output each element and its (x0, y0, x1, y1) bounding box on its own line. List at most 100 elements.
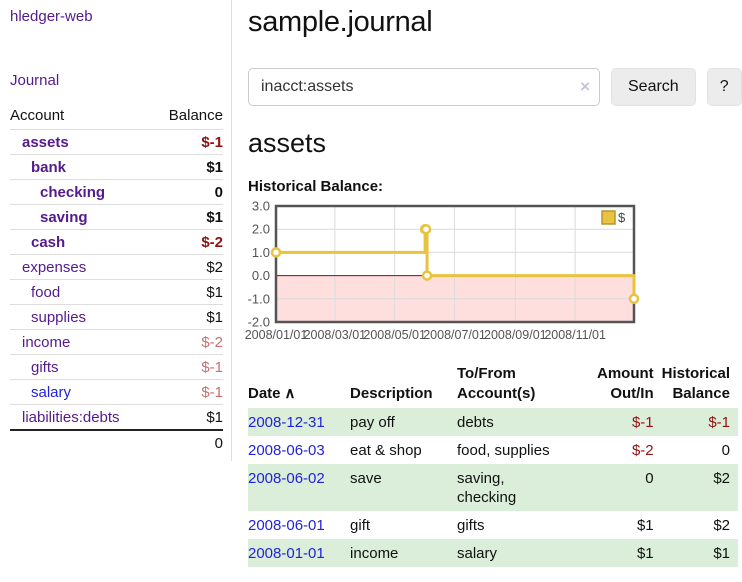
x-axis-tick-label: 2008/01/01 (245, 328, 308, 342)
x-axis-tick-label: 2008/09/01 (484, 328, 547, 342)
transaction-balance-cell: $1 (713, 545, 730, 562)
x-axis-tick-label: 2008/11/01 (544, 328, 606, 342)
sidebar-item-journal[interactable]: Journal (10, 72, 60, 89)
page-title: sample.journal (248, 6, 433, 38)
transaction-accounts-cell: gifts (457, 517, 485, 534)
account-heading: assets (248, 128, 327, 158)
app-home-link[interactable]: hledger-web (10, 8, 93, 25)
account-link-supplies[interactable]: supplies (31, 308, 87, 326)
transaction-date-link[interactable]: 2008-12-31 (248, 414, 325, 431)
y-axis-tick-label: 3.0 (252, 199, 270, 214)
account-balance: $1 (152, 154, 223, 180)
main-content: sample.journal × Search ? assets Histori… (245, 0, 742, 567)
transaction-date-cell: 2008-06-03 (248, 436, 350, 464)
data-point-marker[interactable] (421, 270, 433, 281)
app-title: hledger-web (10, 8, 231, 25)
transaction-amount-cell: $1 (636, 545, 654, 562)
transaction-accounts-cell: salary (457, 545, 498, 562)
account-balance: $1 (152, 204, 223, 230)
accounts-total-row: 0 (10, 429, 223, 455)
register-table: Date ∧ Description To/From Account(s) Amo… (248, 362, 738, 567)
register-row[interactable]: 2008-12-31 pay off debts $-1 $-1 (248, 408, 738, 436)
transaction-date-link[interactable]: 2008-06-03 (248, 442, 325, 459)
transaction-date-cell: 2008-01-01 (248, 539, 350, 567)
account-balance: $-1 (152, 129, 223, 155)
search-box: × (248, 68, 600, 106)
register-row[interactable]: 2008-06-03 eat & shop food, supplies $-2 0 (248, 436, 738, 464)
data-point-marker[interactable] (420, 223, 432, 235)
transaction-description-cell: gift (350, 517, 371, 534)
account-row: food $1 (10, 279, 223, 305)
account-row: salary $-1 (10, 379, 223, 405)
data-point-marker[interactable] (628, 293, 640, 305)
register-row[interactable]: 2008-06-01 gift gifts $1 $2 (248, 511, 738, 539)
search-bar: × Search ? (248, 68, 742, 106)
account-link-expenses[interactable]: expenses (22, 258, 87, 276)
account-row: gifts $-1 (10, 354, 223, 380)
register-row[interactable]: 2008-01-01 income salary $1 $1 (248, 539, 738, 567)
account-name-cell: cash (10, 229, 153, 255)
transaction-amount-cell: $-2 (631, 442, 654, 459)
transaction-amount-cell: $1 (636, 517, 654, 534)
transaction-date-cell: 2008-12-31 (248, 408, 350, 436)
transaction-date-cell: 2008-06-02 (248, 464, 350, 511)
account-balance: $1 (152, 404, 223, 430)
column-header-date[interactable]: Date ∧ (248, 385, 296, 402)
transaction-accounts-cell: debts (457, 414, 494, 431)
register-row[interactable]: 2008-06-02 save saving, checking 0 $2 (248, 464, 738, 511)
account-link-cash[interactable]: cash (31, 233, 66, 251)
legend-swatch (601, 210, 616, 225)
transaction-amount-cell: 0 (645, 470, 654, 487)
account-row: cash $-2 (10, 229, 223, 255)
account-name-cell: bank (10, 154, 153, 180)
account-link-saving[interactable]: saving (40, 208, 88, 226)
account-link-food[interactable]: food (31, 283, 61, 301)
account-balance: $-1 (152, 354, 223, 380)
account-row: supplies $1 (10, 304, 223, 330)
transaction-description-cell: pay off (350, 414, 395, 431)
help-button[interactable]: ? (706, 68, 742, 106)
search-input[interactable] (248, 68, 600, 106)
column-header-description: Description (350, 385, 433, 402)
account-link-gifts[interactable]: gifts (31, 358, 59, 376)
accounts-total-spacer (10, 429, 153, 455)
account-link-income[interactable]: income (22, 333, 71, 351)
column-header-amount: Amount Out/In (596, 365, 654, 402)
accounts-header-row: Account Balance (10, 103, 223, 130)
account-link-liabilities-debts[interactable]: liabilities:debts (22, 408, 120, 426)
account-balance: $-2 (152, 229, 223, 255)
transaction-date-cell: 2008-06-01 (248, 511, 350, 539)
transaction-date-link[interactable]: 2008-06-01 (248, 517, 325, 534)
account-link-assets[interactable]: assets (22, 133, 69, 151)
transaction-balance-cell: 0 (721, 442, 730, 459)
account-link-checking[interactable]: checking (40, 183, 106, 201)
account-balance: 0 (152, 179, 223, 205)
sort-ascending-icon: ∧ (284, 385, 296, 402)
account-balance: $-1 (152, 379, 223, 405)
transaction-date-link[interactable]: 2008-01-01 (248, 545, 325, 562)
account-balance: $1 (152, 279, 223, 305)
account-name-cell: gifts (10, 354, 153, 380)
clear-search-icon[interactable]: × (580, 77, 590, 96)
column-header-balance: Historical Balance (661, 365, 730, 402)
historical-balance-chart-svg: $3.0 2.0 1.0 0.0 -1.0 -2.02008/01/012008/03/0… (245, 199, 640, 342)
account-row: assets $-1 (10, 129, 223, 155)
transaction-description-cell: eat & shop (350, 442, 422, 459)
account-row: income $-2 (10, 329, 223, 355)
data-point-marker[interactable] (270, 247, 282, 258)
account-name-cell: salary (10, 379, 153, 405)
account-row: checking 0 (10, 179, 223, 205)
y-axis-tick-label: 1.0 (252, 245, 270, 260)
account-name-cell: liabilities:debts (10, 404, 153, 430)
accounts-header-account: Account (10, 107, 65, 124)
search-button[interactable]: Search (611, 68, 696, 106)
historical-balance-chart[interactable]: $3.0 2.0 1.0 0.0 -1.0 -2.0 2008/01/01 2008/03/0… (245, 199, 738, 350)
x-axis-tick-label: 2008/03/01 (304, 328, 367, 342)
transaction-date-link[interactable]: 2008-06-02 (248, 470, 325, 487)
legend-label: $ (618, 210, 626, 225)
account-link-salary[interactable]: salary (31, 383, 72, 401)
account-link-bank[interactable]: bank (31, 158, 67, 176)
accounts-total-value: 0 (152, 429, 223, 455)
account-name-cell: supplies (10, 304, 153, 330)
account-name-cell: income (10, 329, 153, 355)
